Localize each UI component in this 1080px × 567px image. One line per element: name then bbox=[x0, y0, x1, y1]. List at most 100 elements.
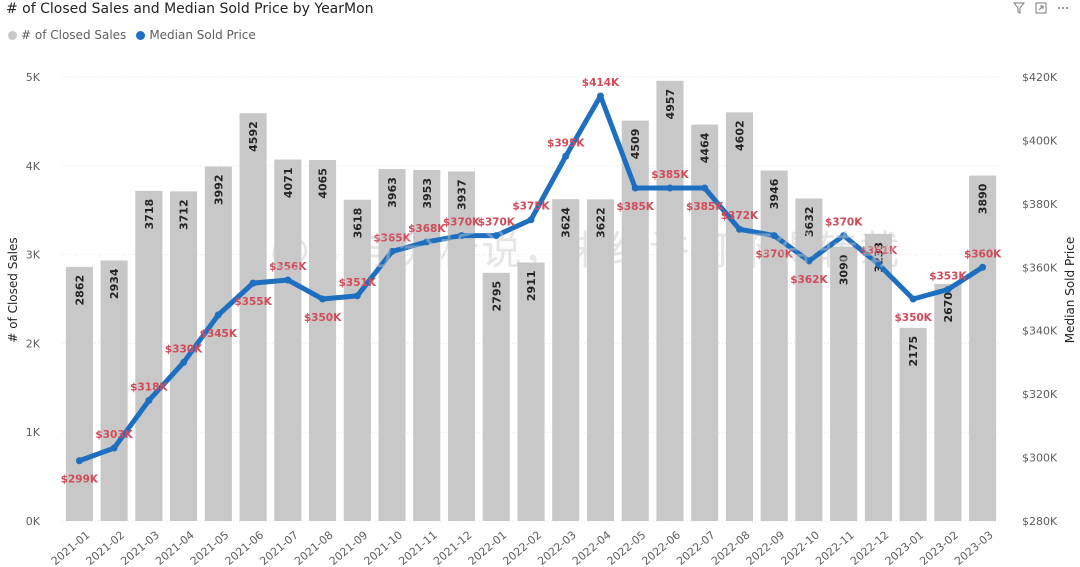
line-data-label: $370K bbox=[443, 217, 481, 229]
bar-data-label: 4071 bbox=[282, 167, 295, 198]
bar bbox=[135, 190, 163, 521]
line-point bbox=[75, 457, 83, 465]
line-point bbox=[701, 184, 709, 192]
line-data-label: $330K bbox=[165, 343, 203, 355]
y-axis-left-tick-label: 2K bbox=[26, 337, 41, 350]
bar-data-label: 3622 bbox=[594, 207, 607, 238]
line-data-label: $299K bbox=[61, 474, 99, 486]
bar-data-label: 2795 bbox=[490, 281, 503, 312]
line-point bbox=[562, 152, 570, 160]
y-axis-right-tick-label: $340K bbox=[1022, 325, 1058, 338]
line-data-label: $372K bbox=[721, 210, 759, 222]
bar-data-label: 2670 bbox=[942, 292, 955, 323]
y-axis-left-title: # of Closed Sales bbox=[6, 237, 20, 342]
bar-data-label: 3946 bbox=[768, 178, 781, 209]
line-point bbox=[492, 232, 500, 240]
legend-swatch-closed-sales bbox=[8, 30, 17, 40]
bar-data-label: 3937 bbox=[456, 179, 469, 210]
line-point bbox=[180, 358, 188, 366]
line-series bbox=[75, 92, 987, 465]
y-axis-right-tick-label: $400K bbox=[1022, 134, 1058, 147]
bar bbox=[725, 112, 753, 521]
bar bbox=[656, 80, 684, 522]
line-data-label: $355K bbox=[234, 296, 272, 308]
y-axis-right-tick-label: $320K bbox=[1022, 388, 1058, 401]
visual-header-toolbar bbox=[1012, 2, 1070, 17]
line-data-label: $370K bbox=[825, 217, 863, 229]
y-axis-left-tick-label: 3K bbox=[26, 249, 41, 262]
bar-data-label: 4957 bbox=[664, 89, 677, 120]
bar bbox=[621, 120, 649, 521]
y-axis-right-title: Median Sold Price bbox=[1063, 237, 1077, 343]
line-point bbox=[249, 279, 257, 287]
line-point bbox=[666, 184, 674, 192]
line-data-label: $370K bbox=[755, 249, 793, 261]
line-data-label: $353K bbox=[929, 270, 967, 282]
line-point bbox=[110, 444, 118, 452]
line-point bbox=[596, 92, 604, 100]
more-options-icon[interactable] bbox=[1056, 2, 1070, 17]
line-data-label: $365K bbox=[373, 232, 411, 244]
bar-data-label: 4509 bbox=[629, 129, 642, 160]
bar-data-label: 3090 bbox=[838, 254, 851, 285]
line-data-label: $395K bbox=[547, 137, 585, 149]
line-point bbox=[527, 216, 535, 224]
y-axis-left-tick-label: 0K bbox=[26, 515, 41, 528]
bar bbox=[899, 327, 927, 521]
line-point bbox=[979, 263, 987, 271]
bar bbox=[969, 175, 997, 521]
line-data-label: $318K bbox=[130, 381, 168, 393]
bar-data-label: 3890 bbox=[977, 183, 990, 214]
focus-mode-icon[interactable] bbox=[1034, 2, 1048, 17]
bar bbox=[170, 191, 198, 522]
y-axis-right-tick-label: $280K bbox=[1022, 515, 1058, 528]
legend-label-closed-sales: # of Closed Sales bbox=[21, 28, 127, 42]
line-data-labels: $299K $303K $318K $330K $345K $355K $356K $350K… bbox=[61, 77, 1002, 486]
line-data-label: $356K bbox=[269, 261, 307, 273]
bar bbox=[204, 166, 232, 521]
line-point bbox=[353, 292, 361, 300]
line-data-label: $360K bbox=[964, 248, 1002, 260]
legend-item-closed-sales[interactable]: # of Closed Sales bbox=[8, 28, 126, 42]
line-data-label: $303K bbox=[95, 429, 133, 441]
bar bbox=[65, 266, 93, 521]
bar bbox=[830, 246, 858, 521]
line-data-label: $414K bbox=[582, 77, 620, 89]
bar-series bbox=[65, 80, 997, 522]
bar bbox=[413, 169, 441, 521]
y-axis-right-tick-label: $360K bbox=[1022, 261, 1058, 274]
line-data-label: $375K bbox=[512, 201, 550, 213]
bar-data-label: 3618 bbox=[351, 208, 364, 239]
bar bbox=[239, 113, 267, 521]
bar bbox=[274, 159, 302, 522]
y-axis-right-tick-label: $420K bbox=[1022, 71, 1058, 84]
bar-data-label: 4464 bbox=[699, 132, 712, 163]
bar bbox=[586, 199, 615, 521]
line-data-label: $385K bbox=[686, 201, 724, 213]
legend-item-median-price[interactable]: Median Sold Price bbox=[136, 28, 256, 42]
line-data-label: $350K bbox=[894, 312, 932, 324]
bar bbox=[795, 198, 823, 521]
line-point bbox=[388, 247, 396, 255]
line-point bbox=[735, 225, 743, 233]
line-data-label: $368K bbox=[408, 223, 446, 235]
line-point bbox=[874, 260, 882, 268]
line-point bbox=[458, 232, 466, 240]
bar-data-label: 3624 bbox=[560, 207, 573, 238]
line-data-label: $385K bbox=[617, 201, 655, 213]
chart-title: # of Closed Sales and Median Sold Price … bbox=[6, 1, 374, 17]
line-data-label: $345K bbox=[200, 328, 238, 340]
filter-icon[interactable] bbox=[1012, 2, 1026, 17]
bar-data-label: 3992 bbox=[212, 175, 225, 206]
line-point bbox=[770, 232, 778, 240]
bar bbox=[552, 199, 580, 522]
line-point bbox=[319, 295, 327, 303]
bar bbox=[343, 199, 371, 521]
line-point bbox=[909, 295, 917, 303]
line-data-label: $350K bbox=[304, 312, 342, 324]
bar-data-label: 2862 bbox=[73, 275, 86, 306]
bar-data-label: 2934 bbox=[108, 268, 121, 299]
bar-data-label: 4602 bbox=[733, 120, 746, 151]
bar-data-label: 4592 bbox=[247, 121, 260, 152]
bar bbox=[447, 171, 476, 521]
